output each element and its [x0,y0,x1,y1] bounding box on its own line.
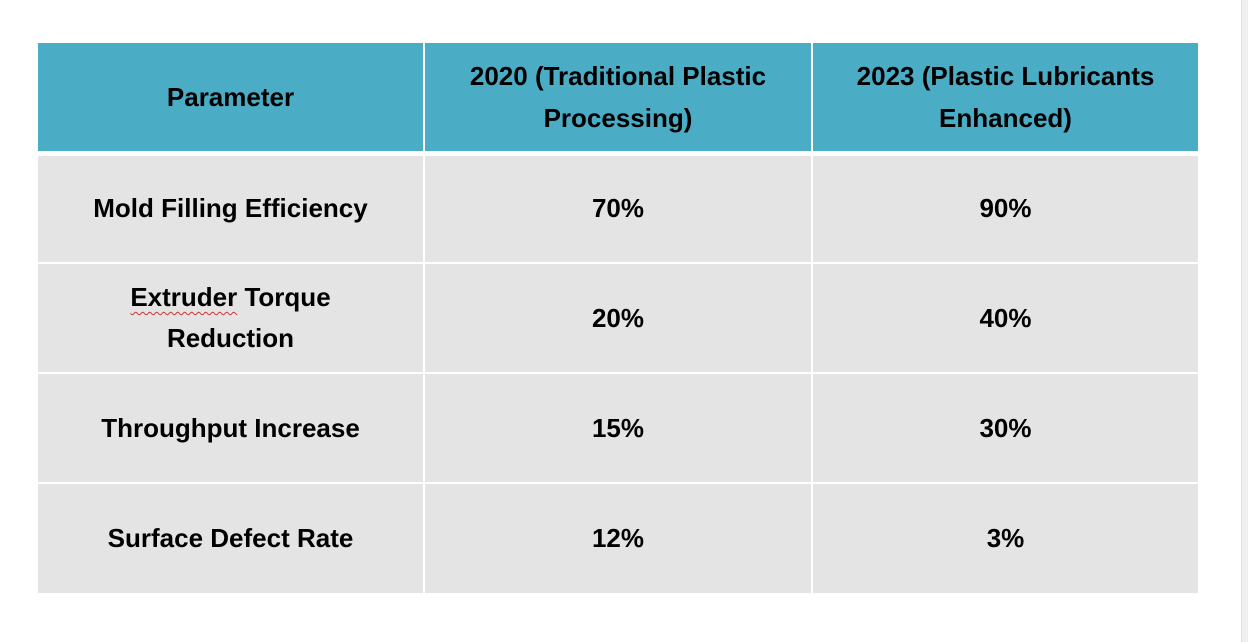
value-2020-cell: 15% [424,373,813,484]
table-header: Parameter 2020 (Traditional Plastic Proc… [38,43,1198,153]
value-2020-cell: 20% [424,263,813,374]
value-2023-cell: 40% [812,263,1198,374]
parameter-cell: Extruder Torque Reduction [38,263,425,374]
parameter-cell: Throughput Increase [38,373,425,484]
value-2020-cell: 70% [424,153,813,264]
table-row: Surface Defect Rate 12% 3% [38,483,1198,593]
value-2020-cell: 12% [424,483,813,593]
parameter-word-rest: Torque Reduction [166,282,331,353]
value-2023-cell: 3% [812,483,1198,593]
value-2023-cell: 90% [812,153,1198,264]
table-row: Throughput Increase 15% 30% [38,373,1198,484]
parameter-cell: Surface Defect Rate [38,483,425,593]
header-2023: 2023 (Plastic Lubricants Enhanced) [812,43,1198,153]
table-row: Mold Filling Efficiency 70% 90% [38,153,1198,264]
value-2023-cell: 30% [812,373,1198,484]
parameter-word-misspelled: Extruder [130,282,238,312]
header-2020: 2020 (Traditional Plastic Processing) [424,43,813,153]
window-edge [1241,0,1248,642]
parameter-cell: Mold Filling Efficiency [38,153,425,264]
header-row: Parameter 2020 (Traditional Plastic Proc… [38,43,1198,153]
header-parameter: Parameter [38,43,425,153]
table-row: Extruder Torque Reduction 20% 40% [38,263,1198,374]
table-body: Mold Filling Efficiency 70% 90% Extruder… [38,153,1198,593]
comparison-table: Parameter 2020 (Traditional Plastic Proc… [38,43,1198,593]
